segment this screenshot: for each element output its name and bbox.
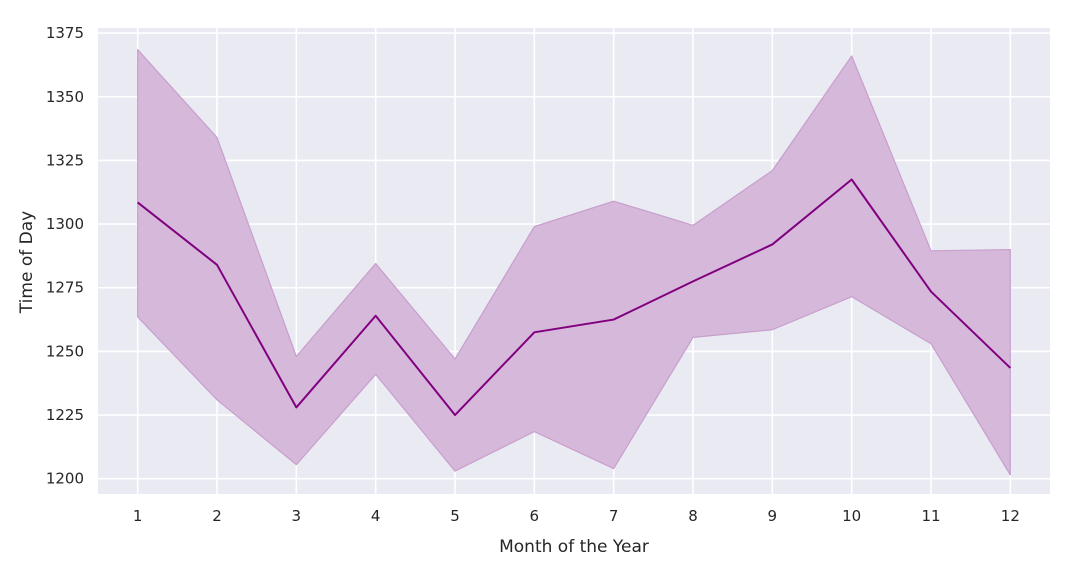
y-tick-label-1375: 1375 [46, 24, 84, 42]
x-tick-labels: 1 2 3 4 5 6 7 8 9 10 11 12 [133, 507, 1020, 525]
confidence-band-layer [137, 49, 1011, 476]
confidence-band [137, 49, 1011, 476]
x-axis-label: Month of the Year [499, 537, 649, 557]
x-tick-label-6: 6 [530, 507, 540, 525]
x-tick-label-2: 2 [212, 507, 222, 525]
y-tick-labels: 1200 1225 1250 1275 1300 1325 1350 1375 [46, 24, 84, 488]
x-tick-label-5: 5 [450, 507, 460, 525]
x-tick-label-8: 8 [688, 507, 698, 525]
mean-line-layer [137, 178, 1012, 417]
y-axis-label: Time of Day [17, 211, 37, 314]
x-tick-label-1: 1 [133, 507, 143, 525]
x-tick-label-3: 3 [292, 507, 302, 525]
x-tick-label-11: 11 [921, 507, 940, 525]
x-tick-label-9: 9 [768, 507, 778, 525]
x-tick-label-7: 7 [609, 507, 619, 525]
x-tick-label-10: 10 [842, 507, 861, 525]
y-tick-label-1200: 1200 [46, 470, 84, 488]
mean-line [137, 178, 1012, 417]
y-tick-label-1350: 1350 [46, 88, 84, 106]
x-tick-label-12: 12 [1001, 507, 1020, 525]
y-tick-label-1250: 1250 [46, 342, 84, 360]
x-tick-label-4: 4 [371, 507, 381, 525]
y-tick-label-1275: 1275 [46, 279, 84, 297]
y-tick-label-1300: 1300 [46, 215, 84, 233]
y-tick-label-1325: 1325 [46, 151, 84, 169]
y-tick-label-1225: 1225 [46, 406, 84, 424]
